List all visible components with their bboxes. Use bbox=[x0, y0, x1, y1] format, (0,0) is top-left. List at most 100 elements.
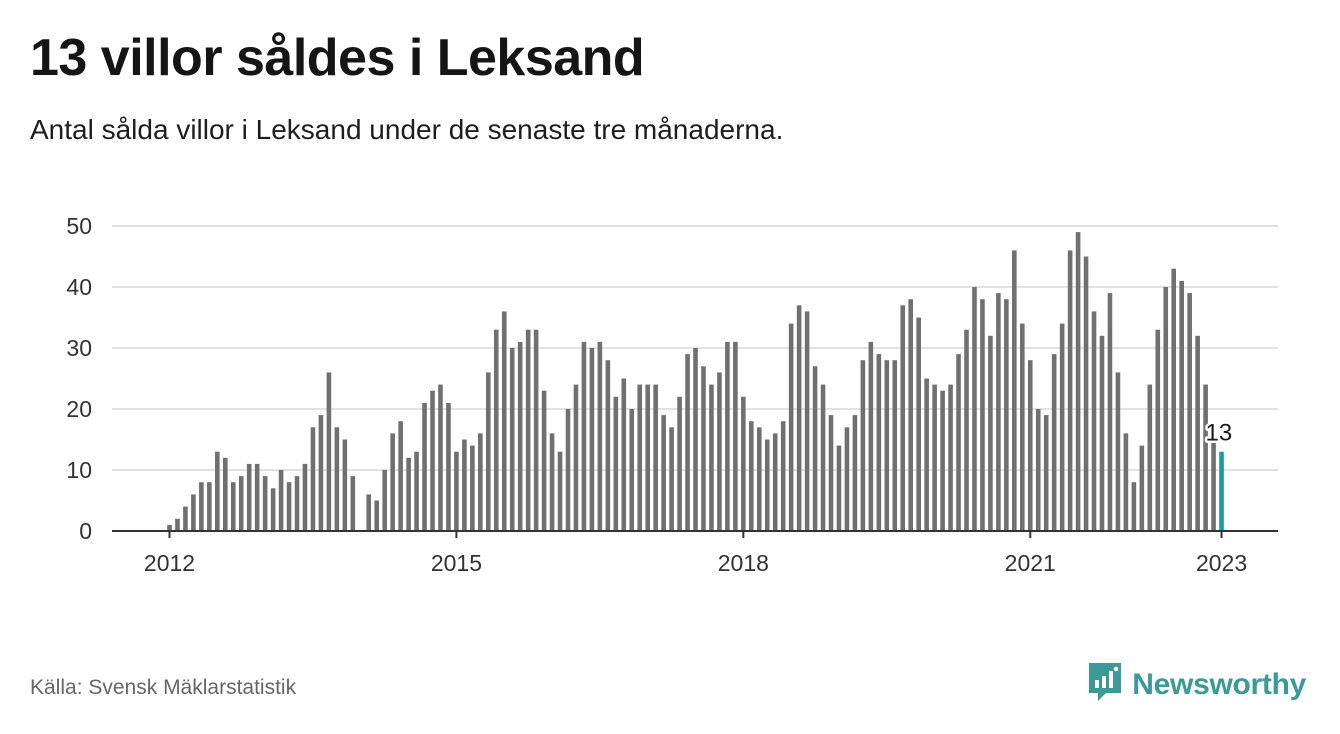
bar bbox=[677, 396, 682, 531]
bar bbox=[1203, 384, 1208, 531]
y-tick-label: 30 bbox=[66, 335, 92, 361]
bar bbox=[1091, 311, 1097, 531]
bar bbox=[342, 439, 348, 531]
bar bbox=[462, 439, 467, 531]
bar bbox=[382, 470, 387, 531]
y-axis-labels: 0 10 20 30 40 50 bbox=[66, 213, 92, 544]
x-tick-label: 2023 bbox=[1196, 550, 1247, 576]
bar bbox=[1171, 268, 1177, 531]
bar bbox=[924, 378, 929, 531]
bar bbox=[852, 415, 858, 531]
bar bbox=[956, 354, 961, 531]
bar bbox=[1107, 293, 1113, 531]
bar bbox=[764, 439, 770, 531]
bar bbox=[1163, 287, 1169, 531]
bar bbox=[940, 390, 945, 531]
bar bbox=[1099, 335, 1105, 531]
y-tick-label: 50 bbox=[66, 213, 92, 239]
bar bbox=[270, 488, 276, 531]
bar bbox=[446, 402, 451, 531]
bar bbox=[733, 341, 738, 531]
bar bbox=[366, 494, 372, 531]
bar bbox=[1051, 354, 1057, 531]
bar bbox=[605, 360, 611, 531]
bar bbox=[717, 372, 722, 531]
bar bbox=[422, 402, 427, 531]
bar bbox=[1179, 280, 1184, 531]
bar bbox=[1187, 293, 1192, 531]
bar bbox=[509, 348, 515, 531]
bar bbox=[1075, 232, 1081, 531]
bar bbox=[454, 451, 459, 531]
bar-value-annotation: 13 bbox=[1206, 420, 1233, 447]
bar bbox=[1139, 445, 1145, 531]
bar bbox=[478, 433, 483, 531]
bar bbox=[549, 433, 555, 531]
bar bbox=[1155, 329, 1161, 531]
x-tick-label: 2021 bbox=[1005, 550, 1056, 576]
bar bbox=[310, 427, 316, 531]
bar bbox=[844, 427, 850, 531]
bar bbox=[374, 500, 380, 531]
bar bbox=[573, 384, 579, 531]
chart-subtitle: Antal sålda villor i Leksand under de se… bbox=[30, 114, 784, 145]
bar bbox=[175, 518, 180, 531]
bar bbox=[486, 372, 491, 531]
bar bbox=[230, 482, 236, 531]
bar bbox=[334, 427, 340, 531]
bar bbox=[637, 384, 643, 531]
bar bbox=[262, 476, 268, 531]
bar bbox=[661, 415, 666, 531]
bar bbox=[756, 427, 762, 531]
bar bbox=[1035, 409, 1041, 531]
bar bbox=[749, 421, 754, 531]
bar bbox=[621, 378, 627, 531]
x-axis: 2012 2015 2018 2021 2023 bbox=[112, 530, 1278, 576]
x-tick-label: 2018 bbox=[718, 550, 769, 576]
bar bbox=[350, 476, 356, 531]
bar bbox=[398, 421, 403, 531]
bar bbox=[828, 415, 834, 531]
bar bbox=[796, 305, 802, 531]
bar bbox=[932, 384, 937, 531]
bar bbox=[1004, 299, 1009, 531]
bar bbox=[581, 341, 587, 531]
annotations: 13 bbox=[1203, 417, 1235, 449]
bars bbox=[167, 232, 1224, 531]
bar bbox=[972, 287, 977, 531]
bar bbox=[741, 396, 746, 531]
bar bbox=[948, 384, 953, 531]
bar bbox=[629, 409, 635, 531]
bar bbox=[430, 390, 435, 531]
bar bbox=[1012, 250, 1017, 531]
bar bbox=[900, 305, 906, 531]
bar bbox=[812, 366, 818, 531]
bar bbox=[557, 451, 563, 531]
bar bbox=[1195, 335, 1200, 531]
bar bbox=[709, 384, 714, 531]
bar bbox=[597, 341, 603, 531]
bar bbox=[669, 427, 674, 531]
bar bbox=[653, 384, 658, 531]
bar bbox=[493, 329, 499, 531]
bar bbox=[884, 360, 890, 531]
chart-title: 13 villor såldes i Leksand bbox=[30, 29, 645, 87]
bar bbox=[836, 445, 842, 531]
bar bbox=[589, 348, 595, 531]
bar bbox=[1083, 256, 1089, 531]
brand: Newsworthy bbox=[1086, 660, 1306, 709]
bar bbox=[1067, 250, 1073, 531]
bar bbox=[238, 476, 244, 531]
bar bbox=[964, 329, 969, 531]
bar bbox=[183, 506, 188, 531]
bar bbox=[215, 451, 220, 531]
bar bbox=[246, 463, 252, 531]
bar bbox=[470, 445, 475, 531]
bar bbox=[1019, 323, 1025, 531]
bar bbox=[916, 317, 921, 531]
y-tick-label: 0 bbox=[79, 518, 92, 544]
bar bbox=[693, 348, 698, 531]
bar bbox=[302, 463, 308, 531]
bar-highlight bbox=[1219, 451, 1224, 531]
bar bbox=[908, 299, 914, 531]
